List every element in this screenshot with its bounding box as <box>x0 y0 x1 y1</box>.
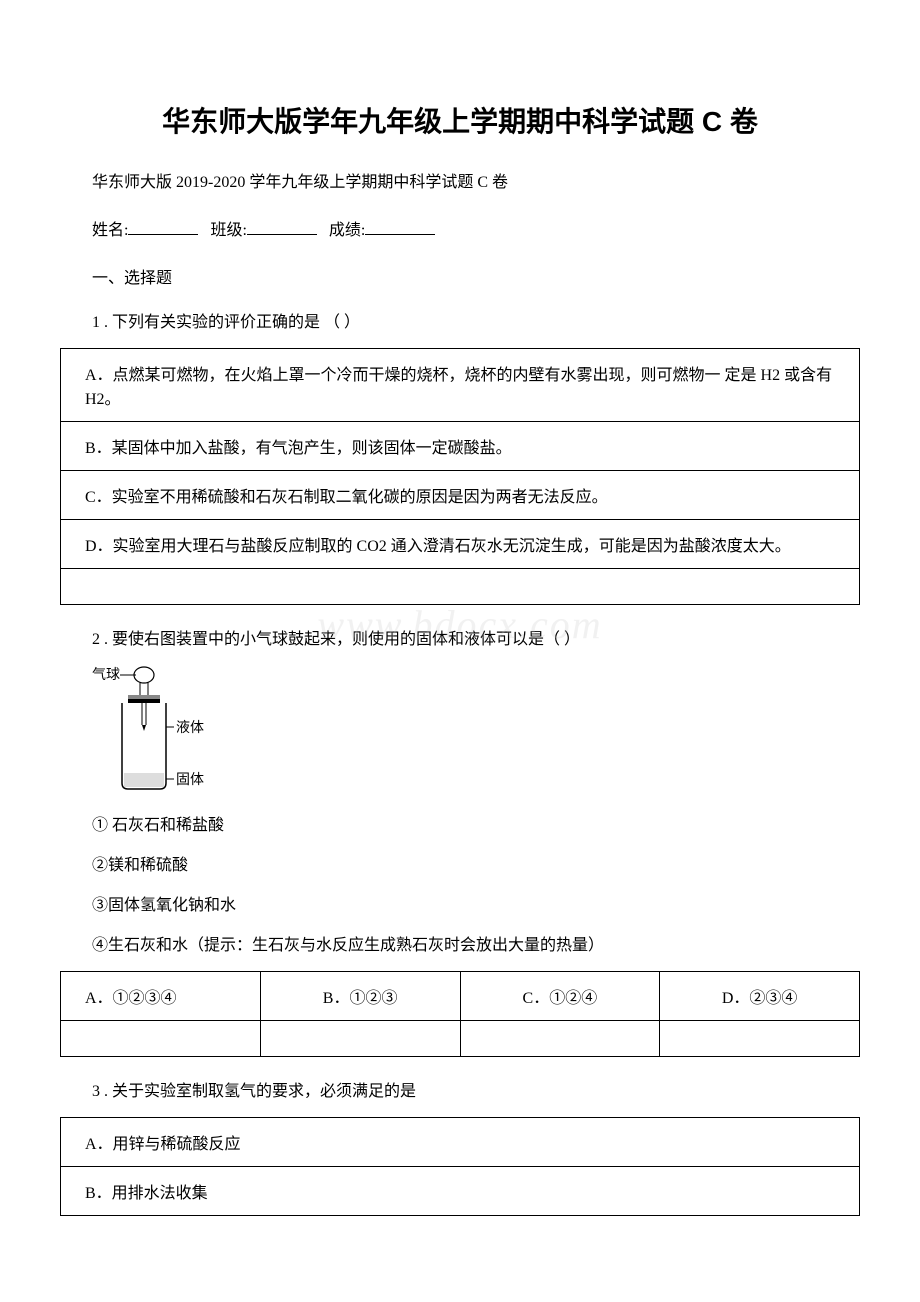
score-blank <box>365 234 435 235</box>
q1-option-table: A．点燃某可燃物，在火焰上罩一个冷而干燥的烧杯，烧杯的内壁有水雾出现，则可燃物一… <box>60 348 860 605</box>
q1-optD: D．实验室用大理石与盐酸反应制取的 CO2 通入澄清石灰水无沉淀生成，可能是因为… <box>61 520 860 569</box>
class-blank <box>247 234 317 235</box>
name-blank <box>128 234 198 235</box>
q2-stem: 2 . 要使右图装置中的小气球鼓起来，则使用的固体和液体可以是（ ） <box>60 625 860 649</box>
q2-choiceB: B．①②③ <box>260 972 460 1021</box>
q2-opt2: ②镁和稀硫酸 <box>60 851 860 875</box>
class-label: 班级: <box>210 222 246 239</box>
q1-optB: B．某固体中加入盐酸，有气泡产生，则该固体一定碳酸盐。 <box>61 422 860 471</box>
page-title: 华东师大版学年九年级上学期期中科学试题 C 卷 <box>60 100 860 140</box>
score-label: 成绩: <box>329 222 365 239</box>
q3-option-table: A．用锌与稀硫酸反应 B．用排水法收集 <box>60 1117 860 1216</box>
name-label: 姓名: <box>92 222 128 239</box>
q2-empty4 <box>660 1021 860 1057</box>
subtitle: 华东师大版 2019-2020 学年九年级上学期期中科学试题 C 卷 <box>60 168 860 192</box>
q2-choiceC: C．①②④ <box>460 972 660 1021</box>
q3-stem: 3 . 关于实验室制取氢气的要求，必须满足的是 <box>60 1077 860 1101</box>
balloon-label: 气球 <box>92 667 120 683</box>
q2-choice-table: A．①②③④ B．①②③ C．①②④ D．②③④ <box>60 971 860 1057</box>
apparatus-diagram: 气球 液体 固体 <box>92 665 232 795</box>
q1-stem: 1 . 下列有关实验的评价正确的是 （ ） <box>60 308 860 332</box>
q1-optA: A．点燃某可燃物，在火焰上罩一个冷而干燥的烧杯，烧杯的内壁有水雾出现，则可燃物一… <box>61 349 860 422</box>
q2-opt1: ① 石灰石和稀盐酸 <box>60 811 860 835</box>
q2-choiceA: A．①②③④ <box>61 972 261 1021</box>
q3-optB: B．用排水法收集 <box>61 1167 860 1216</box>
q2-empty2 <box>260 1021 460 1057</box>
q2-opt3: ③固体氢氧化钠和水 <box>60 891 860 915</box>
solid-label: 固体 <box>176 772 204 788</box>
q3-optA: A．用锌与稀硫酸反应 <box>61 1118 860 1167</box>
q2-diagram: 气球 液体 固体 <box>92 665 860 795</box>
info-line: 姓名: 班级: 成绩: <box>60 216 860 240</box>
q2-empty1 <box>61 1021 261 1057</box>
q1-optC: C．实验室不用稀硫酸和石灰石制取二氧化碳的原因是因为两者无法反应。 <box>61 471 860 520</box>
section-heading: 一、选择题 <box>60 264 860 288</box>
q2-empty3 <box>460 1021 660 1057</box>
liquid-label: 液体 <box>176 720 204 736</box>
q1-empty <box>61 569 860 605</box>
q2-choiceD: D．②③④ <box>660 972 860 1021</box>
q2-opt4: ④生石灰和水（提示：生石灰与水反应生成熟石灰时会放出大量的热量） <box>60 931 860 955</box>
